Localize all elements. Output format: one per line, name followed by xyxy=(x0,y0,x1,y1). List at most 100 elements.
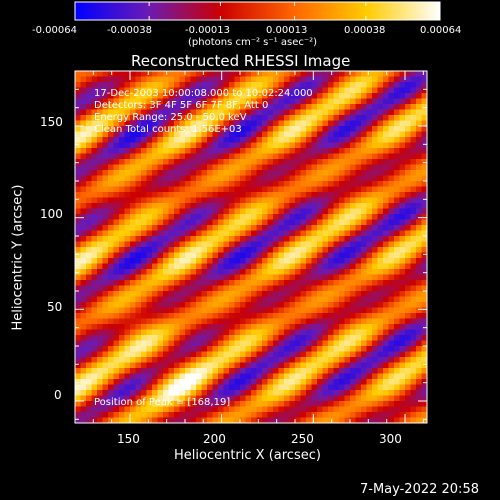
heatmap-cell xyxy=(344,390,351,396)
heatmap-cell xyxy=(267,153,274,160)
heatmap-cell xyxy=(333,307,340,314)
heatmap-cell xyxy=(366,340,373,347)
heatmap-cell xyxy=(240,236,246,242)
heatmap-cell xyxy=(300,170,307,176)
heatmap-cell xyxy=(366,120,373,127)
heatmap-cell xyxy=(322,137,329,143)
heatmap-cell xyxy=(119,164,125,171)
heatmap-cell xyxy=(377,219,384,226)
heatmap-cell xyxy=(350,126,356,132)
heatmap-cell xyxy=(344,368,351,374)
heatmap-cell xyxy=(350,142,356,149)
heatmap-cell xyxy=(256,247,263,253)
heatmap-cell xyxy=(251,164,257,171)
heatmap-cell xyxy=(273,192,279,198)
heatmap-cell xyxy=(86,197,92,204)
heatmap-cell xyxy=(416,181,422,187)
heatmap-cell xyxy=(174,335,180,341)
heatmap-cell xyxy=(119,192,125,198)
heatmap-cell xyxy=(416,351,422,358)
heatmap-cell xyxy=(108,148,114,154)
heatmap-cell xyxy=(399,71,406,77)
heatmap-cell xyxy=(350,412,356,418)
heatmap-cell xyxy=(229,258,235,264)
heatmap-cell xyxy=(229,274,235,281)
heatmap-cell xyxy=(130,186,136,193)
heatmap-cell xyxy=(146,82,153,88)
heatmap-cell xyxy=(102,395,109,402)
heatmap-cell xyxy=(322,225,329,231)
heatmap-cell xyxy=(119,87,125,94)
heatmap-cell xyxy=(152,252,158,259)
heatmap-cell xyxy=(366,362,373,369)
heatmap-cell xyxy=(273,335,279,341)
heatmap-cell xyxy=(399,175,406,182)
heatmap-cell xyxy=(146,208,153,215)
heatmap-cell xyxy=(119,379,125,385)
heatmap-cell xyxy=(355,274,362,281)
heatmap-cell xyxy=(339,115,345,121)
heatmap-cell xyxy=(185,280,191,286)
heatmap-cell xyxy=(333,390,340,396)
heatmap-cell xyxy=(141,258,147,264)
heatmap-cell xyxy=(273,120,279,127)
heatmap-cell xyxy=(328,98,334,105)
heatmap-cell xyxy=(306,269,312,275)
heatmap-cell xyxy=(405,324,411,330)
heatmap-cell xyxy=(146,137,153,143)
heatmap-cell xyxy=(278,214,285,220)
heatmap-cell xyxy=(146,357,153,363)
heatmap-cell xyxy=(350,329,356,336)
heatmap-cell xyxy=(168,93,175,99)
heatmap-cell xyxy=(152,247,158,253)
heatmap-cell xyxy=(174,395,180,402)
heatmap-cell xyxy=(75,373,81,380)
heatmap-cell xyxy=(317,280,323,286)
heatmap-cell xyxy=(339,280,345,286)
heatmap-cell xyxy=(328,164,334,171)
heatmap-cell xyxy=(207,285,213,292)
heatmap-cell xyxy=(223,357,230,363)
heatmap-cell xyxy=(394,274,400,281)
heatmap-cell xyxy=(267,258,274,264)
heatmap-cell xyxy=(262,351,268,358)
heatmap-cell xyxy=(223,318,230,325)
heatmap-cell xyxy=(339,384,345,391)
heatmap-cell xyxy=(174,197,180,204)
heatmap-cell xyxy=(372,351,378,358)
heatmap-cell xyxy=(284,175,290,182)
heatmap-cell xyxy=(333,98,340,105)
heatmap-cell xyxy=(108,280,114,286)
heatmap-cell xyxy=(317,148,323,154)
heatmap-cell xyxy=(218,197,224,204)
heatmap-cell xyxy=(185,170,191,176)
heatmap-cell xyxy=(130,98,136,105)
heatmap-cell xyxy=(267,247,274,253)
heatmap-cell xyxy=(218,368,224,374)
heatmap-cell xyxy=(196,126,202,132)
heatmap-cell xyxy=(251,395,257,402)
heatmap-cell xyxy=(416,219,422,226)
heatmap-cell xyxy=(163,203,169,209)
heatmap-cell xyxy=(207,137,213,143)
heatmap-cell xyxy=(405,236,411,242)
heatmap-cell xyxy=(372,71,378,77)
heatmap-cell xyxy=(152,137,158,143)
heatmap-cell xyxy=(377,379,384,385)
heatmap-cell xyxy=(350,340,356,347)
heatmap-cell xyxy=(108,93,114,99)
heatmap-cell xyxy=(124,280,131,286)
heatmap-cell xyxy=(317,181,323,187)
heatmap-cell xyxy=(207,280,213,286)
heatmap-cell xyxy=(97,258,103,264)
heatmap-cell xyxy=(130,164,136,171)
heatmap-cell xyxy=(383,280,389,286)
heatmap-cell xyxy=(212,362,219,369)
heatmap-cell xyxy=(377,417,384,424)
heatmap-cell xyxy=(317,208,323,215)
heatmap-cell xyxy=(388,406,395,413)
heatmap-cell xyxy=(86,170,92,176)
heatmap-cell xyxy=(102,368,109,374)
heatmap-cell xyxy=(141,131,147,138)
heatmap-cell xyxy=(245,153,252,160)
